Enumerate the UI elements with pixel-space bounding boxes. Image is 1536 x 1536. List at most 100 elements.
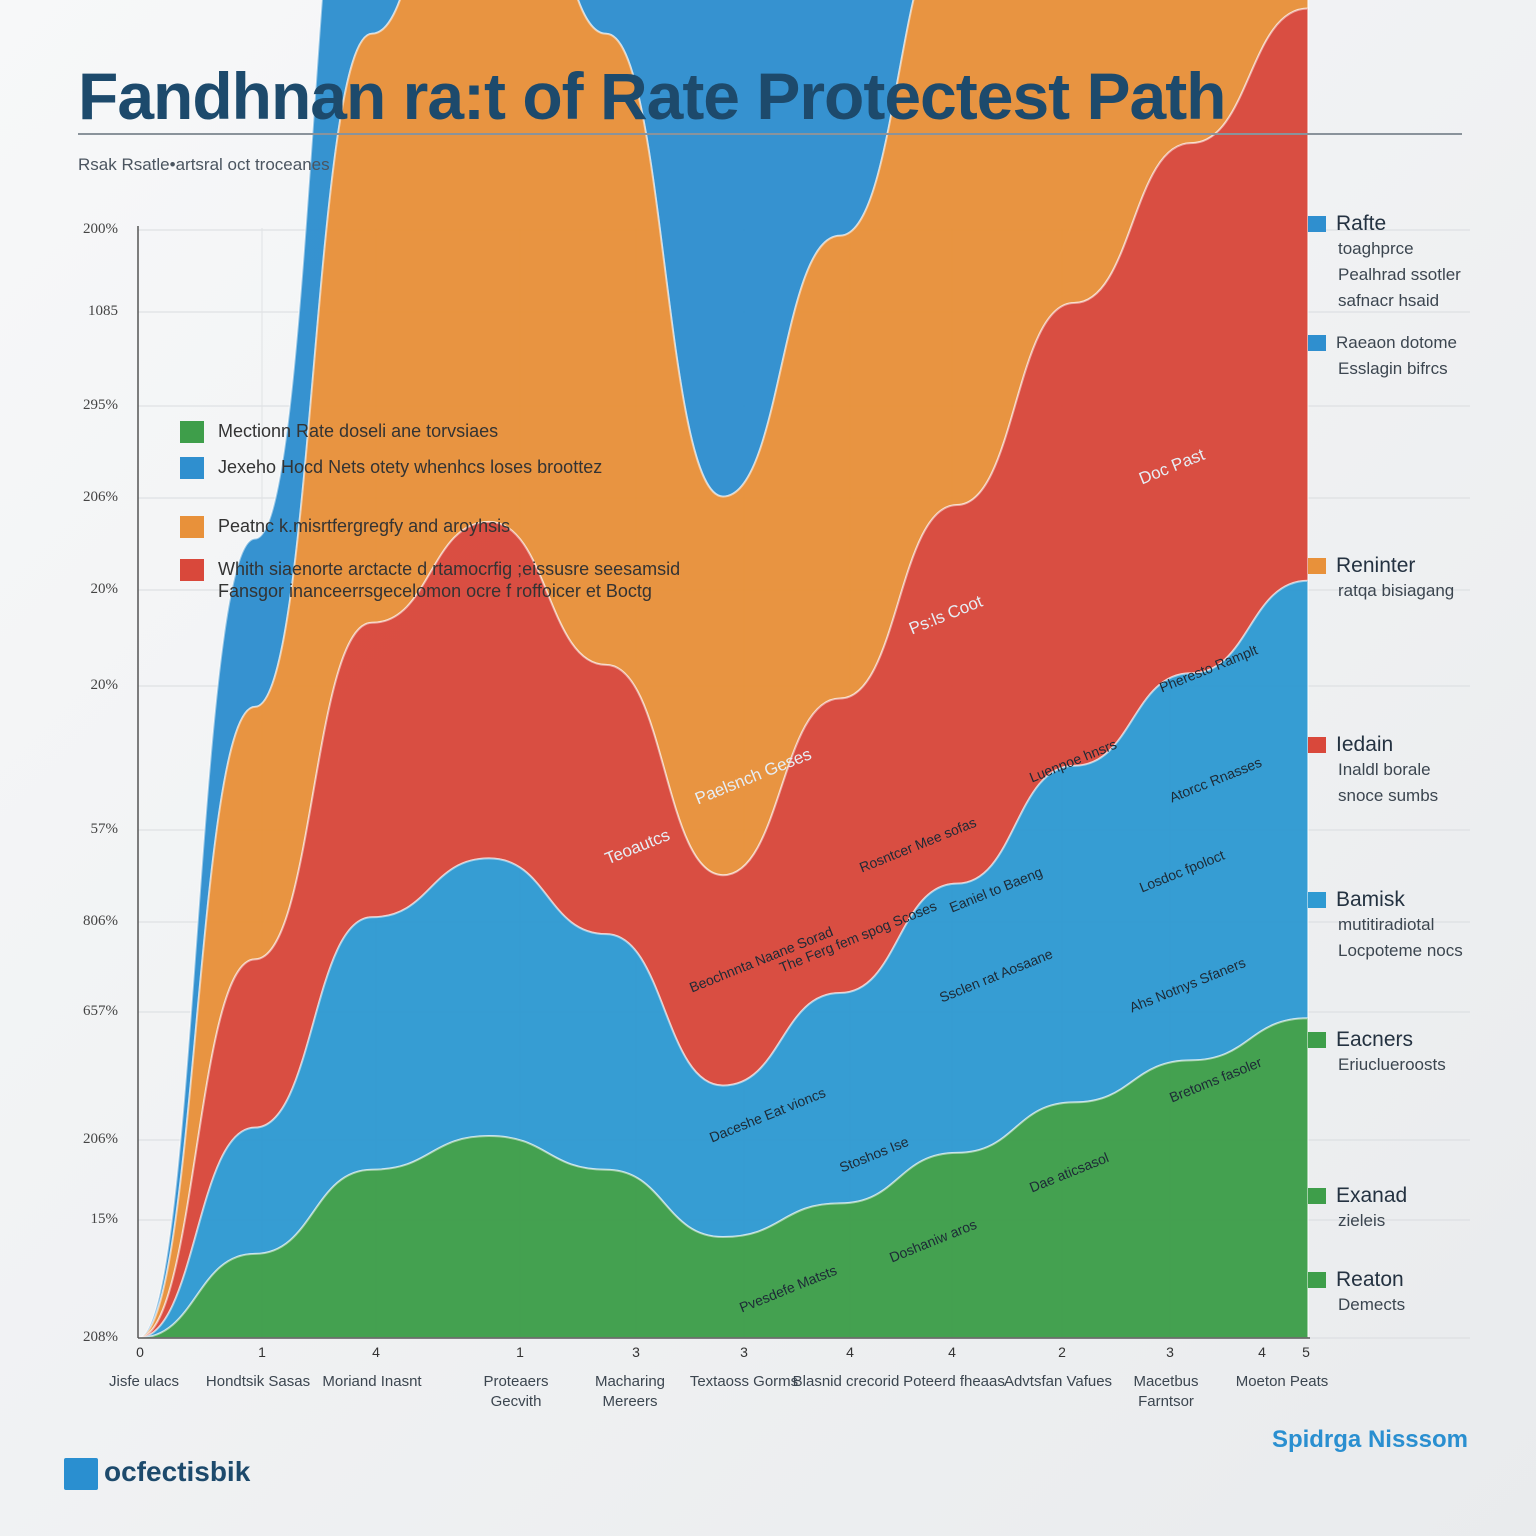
y-tick-label: 200%: [83, 221, 118, 237]
right-label-line: Demects: [1338, 1295, 1406, 1314]
right-label-line: Pealhrad ssotler: [1338, 265, 1461, 284]
x-tick-number: 4: [1258, 1344, 1266, 1360]
right-label-line: Locpoteme nocs: [1338, 941, 1463, 960]
right-label-line: zieleis: [1338, 1211, 1386, 1230]
right-label: Raeaon dotome Esslagin bifrcs: [1308, 330, 1457, 382]
y-tick-label: 15%: [90, 1211, 119, 1227]
x-category-label: Advtsfan Vafues: [1003, 1373, 1113, 1390]
brand-name: ocfectisbik: [104, 1456, 251, 1487]
right-label-line: Raeaon dotome: [1336, 333, 1457, 352]
chart-axes: [137, 226, 1310, 1339]
y-tick-label: 806%: [83, 913, 118, 929]
right-label-swatch: [1308, 1272, 1326, 1288]
title-divider: [78, 133, 1462, 135]
right-label: Exanad zieleis: [1308, 1184, 1407, 1234]
right-label-line: mutitiradiotal: [1338, 915, 1435, 934]
right-label-line: snoce sumbs: [1338, 786, 1439, 805]
band-ledain: [137, 7, 1309, 1339]
legend-text-wrap: Whith siaenorte arctacte d rtamocrfig ;e…: [218, 558, 680, 602]
y-tick-label: 57%: [90, 821, 119, 837]
right-label-line: Inaldl borale: [1338, 760, 1431, 779]
legend-text-wrap: Mectionn Rate doseli ane torvsiaes: [218, 420, 498, 442]
legend-swatch: [180, 457, 204, 479]
x-category-label: Macetbus Farntsor: [1133, 1373, 1199, 1410]
right-label-head: Eacners: [1308, 1028, 1446, 1052]
right-label-swatch: [1308, 216, 1326, 232]
right-label-title: Exanad: [1336, 1184, 1408, 1207]
right-label-head: Bamisk: [1308, 888, 1463, 912]
page-title: Fandhnan ra:t of Rate Protectest Path: [78, 59, 1226, 133]
x-tick-number: 5: [1302, 1344, 1310, 1360]
x-tick-number: 2: [1058, 1344, 1066, 1360]
legend-text: Jexeho Hocd Nets otety whenhcs loses bro…: [218, 457, 603, 477]
x-category-label: Proteaers Gecvith: [483, 1373, 549, 1410]
right-label-line: Eriuclueroosts: [1338, 1055, 1446, 1074]
x-tick-number: 0: [136, 1344, 144, 1360]
band-rate: [137, 0, 915, 1339]
right-label-head: Raeaon dotome: [1308, 330, 1457, 356]
x-tick-number: 3: [1166, 1344, 1174, 1360]
x-category-label: Macharing Mereers: [594, 1373, 666, 1410]
right-label-swatch: [1308, 558, 1326, 574]
right-label-head: Exanad: [1308, 1184, 1407, 1208]
x-tick-number: 3: [632, 1344, 640, 1360]
y-tick-label: 20%: [90, 677, 119, 693]
right-label-title: Eacners: [1336, 1028, 1414, 1051]
x-tick-number: 3: [740, 1344, 748, 1360]
right-label-title: Reaton: [1336, 1268, 1404, 1291]
x-category-label: Jisfe ulacs: [108, 1373, 180, 1390]
y-tick-label: 206%: [83, 489, 118, 505]
x-category-label: Moriand Inasnt: [322, 1373, 422, 1390]
right-label-line: safnacr hsaid: [1338, 291, 1440, 310]
right-label-head: Reninter: [1308, 554, 1454, 578]
right-label-head: Rafte: [1308, 212, 1461, 236]
legend-text: Mectionn Rate doseli ane torvsiaes: [218, 421, 499, 441]
footer-brand-right: Spidrga Nisssom: [1271, 1426, 1468, 1453]
right-label: Bamisk mutitiradiotal Locpoteme nocs: [1308, 888, 1463, 964]
brand-logo-icon: [64, 1458, 98, 1490]
y-tick-label: 1085: [88, 303, 118, 319]
right-label-head: Reaton: [1308, 1268, 1405, 1292]
y-tick-label: 295%: [83, 397, 118, 413]
right-label-head: Iedain: [1308, 733, 1438, 757]
x-category-label: Blasnid crecorid: [792, 1373, 900, 1390]
x-tick-number: 1: [516, 1344, 524, 1360]
x-category-label: Hondtsik Sasas: [205, 1373, 311, 1390]
right-label: Rafte toaghprce Pealhrad ssotler safnacr hs…: [1308, 212, 1461, 314]
right-label-title: Rafte: [1336, 212, 1387, 235]
legend-swatch: [180, 516, 204, 538]
y-tick-label: 208%: [83, 1329, 118, 1345]
legend-item: Mectionn Rate doseli ane torvsiaes: [180, 420, 498, 443]
right-label-title: Iedain: [1336, 733, 1394, 756]
x-category-label: Moeton Peats: [1235, 1373, 1329, 1390]
y-tick-label: 657%: [83, 1003, 118, 1019]
legend-swatch: [180, 421, 204, 443]
legend-text: Peatnc k.misrtfergregfy and aroyhsis: [218, 516, 511, 536]
x-tick-number: 1: [258, 1344, 266, 1360]
y-tick-label: 20%: [90, 581, 119, 597]
page-subtitle: Rsak Rsatle•artsral oct troceanes: [78, 155, 330, 174]
legend-item: Whith siaenorte arctacte d rtamocrfig ;e…: [180, 558, 680, 602]
legend-swatch: [180, 559, 204, 581]
legend-text-wrap: Peatnc k.misrtfergregfy and aroyhsis: [218, 515, 510, 537]
x-category-label: Textaoss Gorms: [689, 1373, 799, 1390]
right-label-title: Reninter: [1336, 554, 1416, 577]
right-label-swatch: [1308, 335, 1326, 351]
x-tick-number: 4: [948, 1344, 956, 1360]
right-label: Reaton Demects: [1308, 1268, 1405, 1318]
legend-text: Whith siaenorte arctacte d rtamocrfig ;e…: [218, 559, 681, 579]
y-tick-label: 206%: [83, 1131, 118, 1147]
right-label: Eacners Eriuclueroosts: [1308, 1028, 1446, 1078]
legend-item: Jexeho Hocd Nets otety whenhcs loses bro…: [180, 456, 602, 479]
right-label-swatch: [1308, 892, 1326, 908]
right-label-line: Esslagin bifrcs: [1338, 359, 1448, 378]
x-category-label: Poteerd fheaas: [903, 1373, 1005, 1390]
legend-text-wrap: Jexeho Hocd Nets otety whenhcs loses bro…: [218, 456, 602, 478]
x-tick-number: 4: [846, 1344, 854, 1360]
right-label: Reninter ratqa bisiagang: [1308, 554, 1454, 604]
right-label-line: ratqa bisiagang: [1338, 581, 1455, 600]
x-tick-number: 4: [372, 1344, 380, 1360]
chart-bands: [137, 0, 1309, 1339]
legend-item: Peatnc k.misrtfergregfy and aroyhsis: [180, 515, 510, 538]
